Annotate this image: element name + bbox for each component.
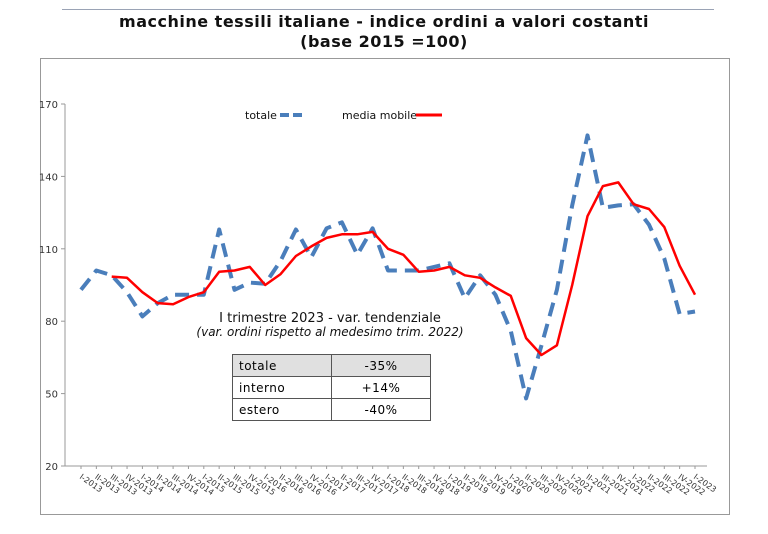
table-row: estero -40% [232, 398, 431, 421]
row-label: totale [232, 354, 332, 377]
row-value: +14% [331, 376, 431, 399]
chart-title: macchine tessili italiane - indice ordin… [119, 12, 649, 31]
series-line-totale [79, 133, 696, 401]
y-tick-label: 50 [45, 390, 58, 401]
table-row: interno +14% [232, 376, 431, 399]
legend-label: media mobile [342, 109, 417, 122]
y-tick-label: 110 [39, 245, 58, 256]
y-tick-label: 170 [39, 100, 58, 111]
chart-frame [40, 58, 730, 515]
y-tick-label: 20 [45, 462, 58, 473]
y-tick-label: 140 [39, 172, 58, 183]
annotation-title: I trimestre 2023 - var. tendenziale [219, 311, 441, 326]
legend-label: totale [245, 109, 277, 122]
series-line-media-mobile [111, 181, 697, 357]
row-value: -35% [331, 354, 431, 377]
row-label: interno [232, 376, 332, 399]
annotation-subtitle: (var. ordini rispetto al medesimo trim. … [196, 325, 464, 339]
chart-subtitle: (base 2015 =100) [300, 32, 468, 51]
row-label: estero [232, 398, 332, 421]
variation-table: totale -35% interno +14% estero -40% [232, 354, 431, 421]
table-row: totale -35% [232, 354, 431, 377]
y-tick-label: 80 [45, 317, 58, 328]
row-value: -40% [331, 398, 431, 421]
top-rule [62, 9, 714, 10]
